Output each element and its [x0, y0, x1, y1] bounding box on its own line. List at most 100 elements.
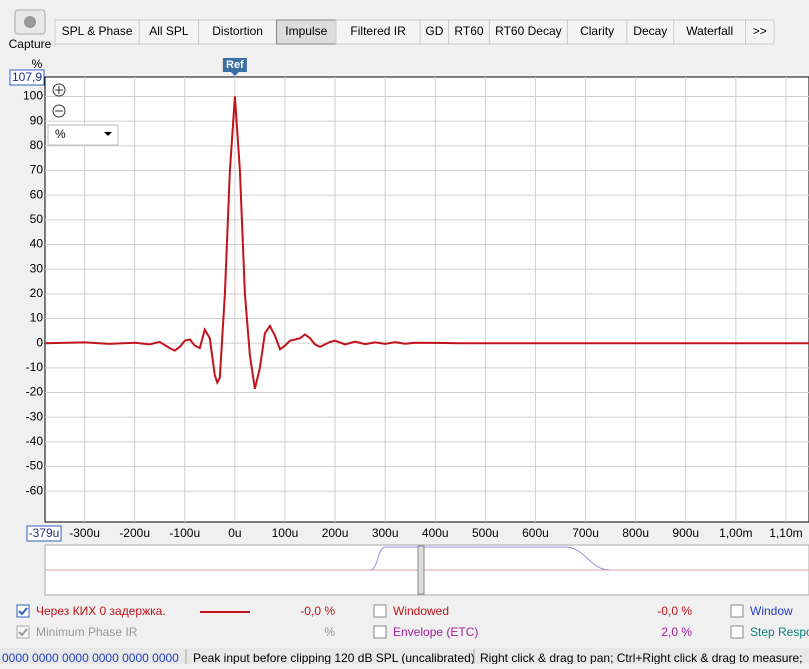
y-tick-label: 80	[30, 138, 44, 152]
y-top-box[interactable]	[9, 69, 45, 86]
legend-value: -0,0 %	[657, 604, 692, 618]
ref-marker[interactable]	[222, 58, 247, 72]
unit-select-value[interactable]: %	[55, 127, 66, 141]
checkbox[interactable]	[16, 625, 30, 639]
tab-label[interactable]: Decay	[633, 24, 667, 38]
tab-label[interactable]: GD	[425, 24, 443, 38]
y-tick-label: -40	[26, 434, 44, 448]
grid: 1009080706050403020100-10-20-30-40-50-60…	[23, 77, 809, 540]
x-tick-label: 1,10m	[769, 526, 802, 540]
tab-label[interactable]: Impulse	[285, 24, 327, 38]
checkbox[interactable]	[730, 625, 744, 639]
tab[interactable]	[54, 19, 140, 45]
tab-label[interactable]: All SPL	[149, 24, 189, 38]
y-tick-label: -60	[26, 483, 44, 497]
x-tick-label: 600u	[522, 526, 549, 540]
x-start-box[interactable]	[26, 525, 62, 542]
unit-select[interactable]	[47, 124, 119, 146]
x-start-label[interactable]: -379u	[29, 526, 60, 540]
overview-window	[369, 546, 611, 571]
x-tick-label: 100u	[272, 526, 299, 540]
x-tick-label: -300u	[69, 526, 100, 540]
x-tick-label: 400u	[422, 526, 449, 540]
checkmark	[18, 607, 28, 616]
y-tick-label: -50	[26, 459, 44, 473]
tab-label[interactable]: >>	[753, 24, 767, 38]
tab-label[interactable]: SPL & Phase	[62, 24, 133, 38]
x-tick-label: 700u	[572, 526, 599, 540]
tab-label[interactable]: Clarity	[580, 24, 614, 38]
legend-label: Windowed	[393, 604, 449, 618]
legend-value: %	[324, 625, 335, 639]
ref-label[interactable]: Ref	[226, 59, 244, 71]
tab-label[interactable]: Distortion	[212, 24, 263, 38]
y-tick-label: 20	[30, 286, 44, 300]
checkbox[interactable]	[373, 604, 387, 618]
x-tick-label: 0u	[228, 526, 241, 540]
x-tick-label: -100u	[169, 526, 200, 540]
tab-bar: SPL & Phase All SPL Distortion Impulse Filte…	[54, 19, 775, 45]
x-tick-label: 300u	[372, 526, 399, 540]
impulse-line	[44, 96, 809, 390]
y-tick-label: 30	[30, 261, 44, 275]
tab[interactable]	[198, 19, 278, 45]
tab[interactable]	[626, 19, 675, 45]
plot-area	[44, 76, 809, 523]
legend-label: Step Respo	[750, 625, 809, 639]
checkmark	[18, 628, 28, 637]
y-tick-label: 50	[30, 212, 44, 226]
tab-label[interactable]: RT60 Decay	[495, 24, 561, 38]
x-tick-label: 900u	[672, 526, 699, 540]
x-tick-label: 500u	[472, 526, 499, 540]
tab[interactable]	[138, 19, 200, 45]
y-tick-label: 0	[36, 335, 43, 349]
y-tick-label: 60	[30, 187, 44, 201]
y-top-label[interactable]: 107,9	[12, 70, 42, 84]
y-tick-label: 10	[30, 311, 44, 325]
x-tick-label: 800u	[622, 526, 649, 540]
y-tick-label: 90	[30, 113, 44, 127]
tab-label[interactable]: RT60	[454, 24, 483, 38]
tab[interactable]	[276, 19, 337, 45]
legend-value: 2,0 %	[661, 625, 692, 639]
tab[interactable]	[419, 19, 450, 45]
tab[interactable]	[745, 19, 775, 45]
legend-value: -0,0 %	[300, 604, 335, 618]
tab[interactable]	[566, 19, 628, 45]
x-tick-label: 200u	[322, 526, 349, 540]
y-tick-label: -20	[26, 385, 44, 399]
ref-pointer	[230, 72, 239, 76]
status-text: Right click & drag to pan; Ctrl+Right cl…	[480, 651, 802, 664]
plot: Ref	[44, 58, 809, 390]
legend-label: Через КИХ 0 задержка.	[36, 604, 166, 618]
capture-label[interactable]: Capture	[9, 37, 52, 51]
x-tick-label: 1,00m	[719, 526, 752, 540]
camera-icon	[24, 16, 36, 28]
y-tick-label: -10	[26, 360, 44, 374]
checkbox[interactable]	[373, 625, 387, 639]
status-bar	[0, 648, 809, 664]
x-tick-label: -200u	[119, 526, 150, 540]
tab-label[interactable]: Waterfall	[686, 24, 733, 38]
dropdown-arrow	[104, 132, 112, 136]
tab[interactable]	[488, 19, 568, 45]
tab-label[interactable]: Filtered IR	[350, 24, 406, 38]
y-tick-label: -30	[26, 409, 44, 423]
legend-label: Window	[750, 604, 793, 618]
legend-label: Envelope (ETC)	[393, 625, 478, 639]
y-tick-label: 40	[30, 237, 44, 251]
status-text: Peak input before clipping 120 dB SPL (u…	[193, 651, 475, 664]
checkbox[interactable]	[16, 604, 30, 618]
status-text: 0000 0000 0000 0000 0000 0000	[2, 651, 179, 664]
tab[interactable]	[673, 19, 747, 45]
overview-marker[interactable]	[417, 545, 425, 595]
tab[interactable]	[335, 19, 421, 45]
legend-label: Minimum Phase IR	[36, 625, 138, 639]
zoom-in-icon	[55, 86, 63, 94]
y-axis-label: %	[32, 57, 43, 71]
checkbox[interactable]	[730, 604, 744, 618]
y-tick-label: 70	[30, 163, 44, 177]
y-tick-label: 100	[23, 89, 43, 103]
